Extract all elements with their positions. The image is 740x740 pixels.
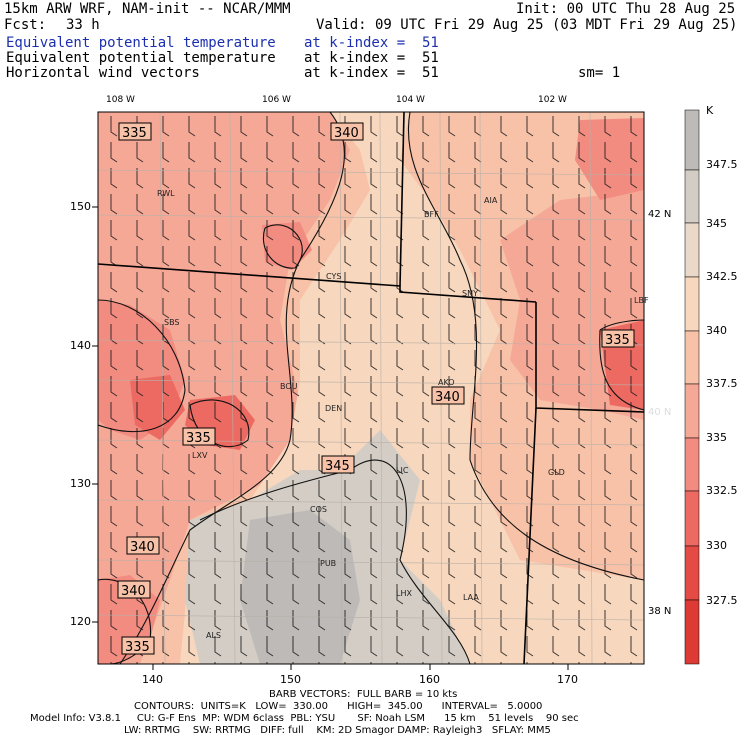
x-tick-label: 140: [142, 673, 163, 686]
colorbar-label: 337.5: [706, 377, 738, 390]
city-label: BOU: [280, 382, 298, 391]
city-label: COS: [310, 505, 327, 514]
contour-labels: 335 340 335 335 340 345 340 340 335: [121, 126, 630, 655]
contour-label: 340: [130, 540, 155, 555]
y-tick-label: 140: [70, 339, 91, 352]
colorbar-unit: K: [706, 104, 714, 117]
city-label: AIA: [484, 196, 498, 205]
city-label: AKO: [438, 378, 455, 387]
valid-time: Valid: 09 UTC Fri 29 Aug 25 (03 MDT Fri …: [316, 17, 738, 33]
field-3-name: Horizontal wind vectors: [6, 65, 200, 81]
city-label: LHX: [396, 589, 412, 598]
contour-label: 340: [334, 126, 359, 141]
city-label: LXV: [192, 451, 208, 460]
lat-label: 38 N: [648, 606, 672, 617]
field-2-level: at k-index = 51: [304, 50, 439, 66]
contour-label: 340: [435, 390, 460, 405]
x-tick-label: 150: [280, 673, 301, 686]
lon-label: 104 W: [396, 95, 425, 105]
y-tick-label: 130: [70, 477, 91, 490]
contour-label-boxes: [117, 122, 635, 655]
city-label: CYS: [326, 272, 341, 281]
field-1-name: Equivalent potential temperature: [6, 35, 276, 51]
field-2-name: Equivalent potential temperature: [6, 50, 276, 66]
y-tick-label: 150: [70, 200, 91, 213]
city-label: PUB: [320, 559, 336, 568]
contour-lines: [98, 112, 644, 664]
city-label: RWL: [157, 189, 175, 198]
city-label: ALS: [206, 631, 221, 640]
contour-label: 345: [325, 459, 350, 474]
model-title: 15km ARW WRF, NAM-init -- NCAR/MMM: [4, 1, 291, 17]
y-tick-label: 120: [70, 615, 91, 628]
state-borders: [98, 112, 644, 664]
colorbar-label: 347.5: [706, 158, 738, 171]
x-tick-label: 170: [557, 673, 578, 686]
colorbar-label: 327.5: [706, 594, 738, 607]
model-info-line-1: Model Info: V3.8.1 CU: G-F Ens MP: WDM 6…: [30, 713, 579, 724]
city-label: LAA: [463, 593, 479, 602]
city-label: SBS: [164, 318, 180, 327]
contour-label: 340: [121, 584, 146, 599]
city-label: DEN: [325, 404, 342, 413]
forecast-hour: 33 h: [66, 17, 100, 33]
city-label: LBF: [634, 296, 649, 305]
city-labels: RWL BFF AIA CYS SNY SBS BOU AKO DEN LXV …: [157, 189, 649, 640]
smoothing: sm= 1: [578, 65, 621, 81]
field-1-level: at k-index = 51: [304, 35, 439, 51]
model-info-line-2: LW: RRTMG SW: RRTMG DIFF: full KM: 2D Sm…: [124, 725, 551, 736]
city-label: SNY: [462, 289, 478, 298]
x-tick-label: 160: [419, 673, 440, 686]
forecast-label: Fcst:: [4, 17, 47, 33]
county-lines: [98, 112, 644, 664]
colorbar-label: 330: [706, 539, 727, 552]
lon-label: 102 W: [538, 95, 567, 105]
city-label: LIC: [396, 466, 409, 475]
lat-label: 42 N: [648, 209, 672, 220]
field-3-level: at k-index = 51: [304, 65, 439, 81]
init-time: Init: 00 UTC Thu 28 Aug 25: [516, 1, 736, 17]
lon-label: 108 W: [106, 95, 135, 105]
colorbar: [684, 109, 700, 665]
wind-barbs: [98, 112, 644, 664]
contour-label: 335: [186, 431, 211, 446]
contour-info: CONTOURS: UNITS=K LOW= 330.00 HIGH= 345.…: [134, 701, 543, 712]
colorbar-label: 340: [706, 324, 727, 337]
contour-label: 335: [605, 333, 630, 348]
lon-label: 106 W: [262, 95, 291, 105]
colorbar-label: 332.5: [706, 484, 738, 497]
map-frame: [97, 111, 645, 665]
contour-label: 335: [125, 640, 150, 655]
colorbar-label: 345: [706, 217, 727, 230]
contour-label: 335: [122, 126, 147, 141]
barb-legend: BARB VECTORS: FULL BARB = 10 kts: [269, 689, 458, 700]
city-label: GLD: [548, 468, 565, 477]
lat-label: 40 N: [648, 407, 672, 418]
colorbar-label: 335: [706, 431, 727, 444]
colorbar-label: 342.5: [706, 270, 738, 283]
city-label: BFF: [424, 210, 439, 219]
